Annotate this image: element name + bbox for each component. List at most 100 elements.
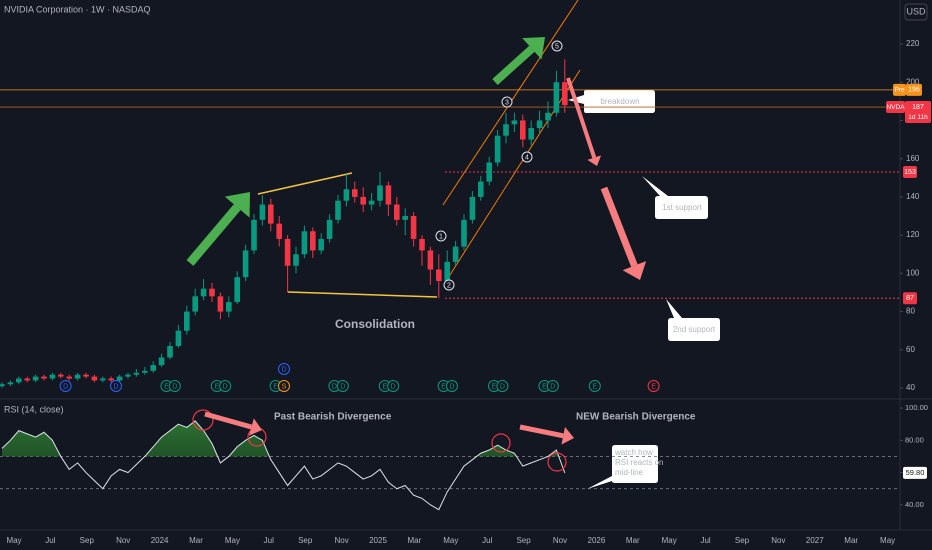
candle-body xyxy=(326,219,333,239)
last-tag-name: NVDA xyxy=(886,104,905,111)
candle-body xyxy=(167,346,173,358)
arrow-head xyxy=(587,155,602,166)
x-tick-label: Mar xyxy=(626,536,640,545)
event-marker xyxy=(446,380,458,392)
wave-label: 4 xyxy=(525,154,529,161)
candle-body xyxy=(0,384,5,387)
candle-body xyxy=(175,330,182,347)
candle-body xyxy=(478,181,484,197)
x-tick-label: Nov xyxy=(771,536,785,545)
wave-marker xyxy=(443,279,455,291)
rsi-fill xyxy=(2,420,559,457)
candle-body xyxy=(419,238,425,251)
candle-body xyxy=(402,216,408,220)
x-tick-label: May xyxy=(6,536,21,545)
event-label: D xyxy=(500,383,505,390)
candle-body xyxy=(335,200,341,220)
event-label: E xyxy=(492,383,497,390)
candle-body xyxy=(158,357,165,366)
divergence-circle xyxy=(547,452,567,472)
candle-body xyxy=(427,250,434,270)
candle-body xyxy=(242,250,249,278)
chart-title: NVIDIA Corporation · 1W · NASDAQ xyxy=(4,4,151,14)
candle-body xyxy=(444,261,450,282)
candle-body xyxy=(343,189,350,201)
event-label: D xyxy=(340,383,345,390)
event-label: D xyxy=(391,383,396,390)
y-tick-label: 220 xyxy=(906,39,920,48)
pre-tag-value: 196 xyxy=(908,87,920,94)
candle-body xyxy=(192,296,198,312)
candle-body xyxy=(410,216,417,239)
candle-body xyxy=(226,302,232,312)
event-label: E xyxy=(592,383,597,390)
event-marker xyxy=(647,380,660,392)
arrow-shaft xyxy=(186,204,241,266)
event-marker xyxy=(59,380,72,392)
event-label: E xyxy=(164,383,169,390)
callout-text: 2nd support xyxy=(673,325,716,334)
candle-body xyxy=(360,196,366,205)
candle-body xyxy=(184,311,190,331)
divergence-label: Past Bearish Divergence xyxy=(274,412,392,423)
event-label: D xyxy=(223,383,228,390)
candle-body xyxy=(150,365,156,371)
candle-body xyxy=(461,219,467,247)
x-tick-label: 2024 xyxy=(151,536,169,545)
consolidation-line xyxy=(257,172,353,195)
event-label: E xyxy=(273,383,278,390)
y-tick-label: 200 xyxy=(906,77,920,86)
x-tick-label: Sep xyxy=(298,536,313,545)
candle-body xyxy=(234,277,240,303)
candle-body xyxy=(377,185,383,201)
x-tick-label: Nov xyxy=(334,536,348,545)
candle-body xyxy=(108,378,114,381)
candle-body xyxy=(545,112,551,121)
support-tag xyxy=(903,292,917,305)
arrow-shaft xyxy=(600,186,638,267)
divergence-circle xyxy=(192,409,214,431)
divergence-circle xyxy=(491,433,511,453)
x-tick-label: Mar xyxy=(844,536,858,545)
event-marker xyxy=(546,380,559,392)
candle-body xyxy=(553,82,560,113)
candle-body xyxy=(562,82,568,106)
candle-body xyxy=(276,223,282,239)
candle-body xyxy=(268,204,274,224)
event-marker xyxy=(387,380,400,392)
candle-body xyxy=(511,120,518,125)
support-tag xyxy=(903,166,917,179)
x-tick-label: May xyxy=(443,536,458,545)
rsi-last-tag xyxy=(903,466,927,479)
rsi-tick-label: 80.00 xyxy=(905,435,924,444)
arrow-shaft xyxy=(492,45,535,85)
x-tick-label: Sep xyxy=(516,536,531,545)
x-tick-label: May xyxy=(880,536,895,545)
x-tick-label: 2025 xyxy=(369,536,387,545)
rsi-tick-label: 100.00 xyxy=(905,403,928,412)
candle-body xyxy=(318,238,324,251)
candle-body xyxy=(352,189,358,197)
arrow-head xyxy=(248,418,262,436)
currency-box xyxy=(904,3,928,21)
candle-body xyxy=(217,296,224,312)
y-tick-label: 120 xyxy=(906,230,920,239)
x-tick-label: Sep xyxy=(80,536,95,545)
wave-marker xyxy=(501,96,513,108)
candle-body xyxy=(259,204,266,220)
wave-label: 5 xyxy=(555,43,559,50)
pre-tag xyxy=(893,83,906,96)
countdown: 1d 11h xyxy=(908,114,928,121)
event-label: E xyxy=(651,383,656,390)
candle-body xyxy=(368,200,375,205)
rsi-tick-label: 40.00 xyxy=(905,500,924,509)
event-label: D xyxy=(172,383,177,390)
pre-tag-name: Pre xyxy=(894,87,905,94)
candle-body xyxy=(24,378,30,381)
candle-body xyxy=(436,269,442,282)
candle-body xyxy=(32,376,39,381)
support-label: 87 xyxy=(906,295,914,302)
event-label: S xyxy=(282,383,287,390)
